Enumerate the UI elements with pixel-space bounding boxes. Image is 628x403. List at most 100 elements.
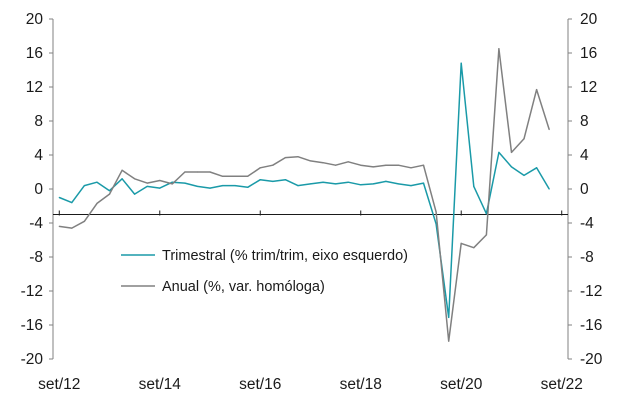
data-point-anual: [221, 175, 224, 177]
data-point-anual: [422, 164, 425, 166]
data-point-trimestral: [523, 174, 525, 176]
data-point-trimestral: [121, 178, 123, 180]
x-axis: set/12 set/14 set/16 set/18 set/20 set/22: [38, 210, 583, 393]
data-point-anual: [146, 182, 148, 184]
left-axis-tick-label: -4: [29, 215, 43, 232]
data-point-trimestral: [397, 183, 400, 185]
data-point-trimestral: [146, 185, 148, 188]
x-axis-tick-label: set/18: [340, 376, 382, 393]
data-point-anual: [498, 48, 500, 50]
data-point-trimestral: [58, 196, 60, 199]
right-axis-tick-label: 0: [580, 181, 589, 198]
data-point-anual: [171, 183, 173, 185]
data-point-trimestral: [259, 179, 261, 181]
data-point-trimestral: [272, 180, 274, 182]
left-axis-tick-label: 12: [26, 79, 43, 96]
data-point-anual: [121, 169, 123, 171]
right-axis-tick-label: 4: [580, 147, 589, 164]
data-point-anual: [448, 340, 450, 342]
right-axis-tick-label: -4: [580, 215, 594, 232]
data-point-anual: [510, 151, 513, 154]
data-point-trimestral: [184, 182, 186, 184]
x-axis-tick-label: set/20: [440, 376, 483, 393]
data-point-anual: [71, 227, 73, 229]
data-point-anual: [397, 164, 400, 166]
data-point-trimestral: [548, 188, 550, 190]
left-y-axis: -20 -16 -12 -8 -4 0 4 8 12 16 20: [21, 11, 54, 368]
right-y-axis: -20 -16 -12 -8 -4 0 4 8 12 16 20: [567, 11, 603, 368]
left-axis-tick-label: 4: [34, 147, 43, 164]
left-axis-tick-label: 8: [34, 113, 43, 130]
data-point-trimestral: [322, 181, 324, 183]
right-axis-tick-label: -16: [580, 317, 602, 334]
data-point-trimestral: [108, 190, 111, 192]
series-lines: [58, 48, 550, 342]
x-axis-tick-label: set/12: [38, 376, 80, 393]
data-point-trimestral: [159, 187, 161, 189]
data-point-trimestral: [196, 185, 199, 188]
legend-label-anual: Anual (%, var. homóloga): [162, 279, 325, 295]
data-point-anual: [58, 225, 60, 227]
right-axis-tick-label: 12: [580, 79, 597, 96]
data-point-anual: [209, 171, 211, 173]
data-point-anual: [435, 211, 437, 213]
data-point-anual: [272, 164, 274, 166]
data-point-trimestral: [535, 167, 538, 169]
data-point-trimestral: [510, 166, 513, 168]
data-point-trimestral: [460, 62, 462, 64]
data-point-anual: [347, 161, 349, 163]
data-point-trimestral: [435, 223, 437, 225]
data-point-anual: [360, 164, 362, 166]
data-point-trimestral: [209, 187, 211, 189]
data-point-anual: [297, 156, 299, 158]
left-axis-tick-label: 0: [34, 181, 43, 198]
data-point-anual: [460, 242, 462, 244]
data-point-anual: [234, 175, 236, 177]
x-axis-tick-label: set/22: [541, 376, 583, 393]
data-point-trimestral: [171, 181, 173, 183]
right-axis-tick-label: -8: [580, 249, 594, 266]
series-line-trimestral: [59, 62, 550, 319]
data-point-anual: [548, 128, 550, 131]
data-point-anual: [535, 88, 538, 91]
data-point-anual: [259, 167, 261, 169]
data-point-anual: [108, 193, 111, 195]
left-axis-tick-label: 20: [26, 11, 44, 28]
left-axis-tick-label: -12: [21, 283, 43, 300]
data-point-trimestral: [335, 183, 337, 185]
data-point-trimestral: [498, 151, 500, 154]
left-axis-tick-label: -20: [21, 351, 44, 368]
data-point-anual: [309, 160, 312, 162]
left-axis-tick-label: -8: [29, 249, 43, 266]
data-point-anual: [372, 166, 374, 168]
left-axis-tick-label: 16: [26, 45, 43, 62]
data-point-trimestral: [448, 316, 450, 318]
data-point-anual: [184, 171, 186, 173]
data-point-trimestral: [485, 213, 487, 215]
x-axis-tick-label: set/16: [239, 376, 281, 393]
series-line-anual: [59, 48, 550, 342]
data-point-trimestral: [134, 193, 136, 195]
right-axis-tick-label: -20: [580, 351, 603, 368]
data-point-trimestral: [410, 185, 412, 187]
left-axis-tick-label: -16: [21, 317, 43, 334]
right-axis-tick-label: 8: [580, 113, 589, 130]
right-axis-tick-label: 16: [580, 45, 597, 62]
data-point-trimestral: [221, 185, 224, 187]
data-point-anual: [134, 178, 136, 180]
data-point-trimestral: [422, 182, 425, 184]
data-point-anual: [385, 164, 387, 166]
data-point-anual: [159, 179, 161, 182]
data-point-anual: [96, 202, 98, 205]
data-point-trimestral: [473, 185, 475, 188]
data-point-trimestral: [360, 184, 362, 186]
data-point-anual: [247, 175, 249, 177]
data-point-anual: [335, 164, 337, 166]
right-axis-tick-label: 20: [580, 11, 598, 28]
data-point-trimestral: [83, 185, 86, 187]
data-point-anual: [473, 247, 475, 249]
data-point-trimestral: [96, 181, 98, 183]
data-point-trimestral: [372, 183, 374, 185]
data-point-trimestral: [71, 202, 73, 204]
